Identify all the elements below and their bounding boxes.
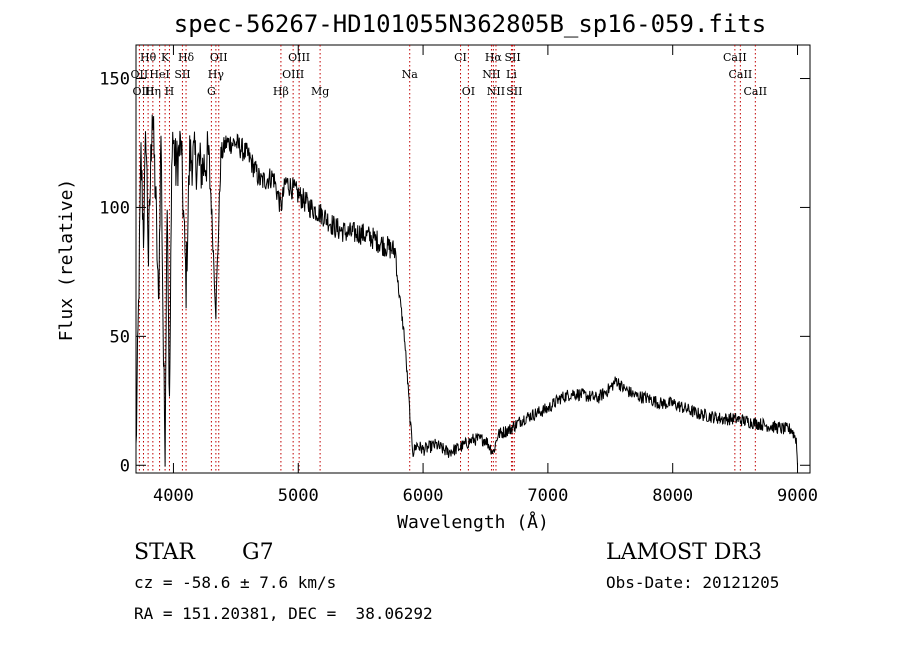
line-marker-label: OII [131,68,149,81]
observation-date: Obs-Date: 20121205 [606,573,779,592]
ra-dec: RA = 151.20381, DEC = 38.06292 [134,604,433,623]
line-marker-label: OIII [282,68,304,81]
x-tick-label: 5000 [278,486,319,506]
line-marker-label: H [165,85,175,98]
info-block: STAR G7 LAMOST DR3 cz = -58.6 ± 7.6 km/s… [134,540,779,623]
line-marker-label: CI [454,51,467,64]
line-marker-label: CaII [743,85,767,98]
line-marker-label: Hβ [273,85,289,98]
line-marker-label: Na [402,68,419,81]
chart-title: spec-56267-HD101055N362805B_sp16-059.fit… [174,10,766,38]
line-marker-label: Mg [311,85,329,98]
x-tick-label: 6000 [403,486,444,506]
y-tick-label: 100 [99,198,130,218]
object-class: STAR [134,540,196,565]
line-marker-label: SII [504,51,520,64]
line-marker-label: CaII [723,51,747,64]
line-marker-label: NII [487,85,505,98]
line-marker-label: Li [506,68,517,81]
spectrum-series [135,114,798,467]
line-marker-label: CaII [729,68,753,81]
survey-name: LAMOST DR3 [606,540,762,565]
line-marker-label: Hγ [208,68,225,81]
line-marker-label: K [161,51,170,64]
y-tick-label: 150 [99,70,130,90]
line-marker-label: Hδ [178,51,195,64]
line-marker-label: Hη [145,85,161,98]
x-tick-label: 4000 [153,486,194,506]
plot-frame [135,44,811,474]
x-tick-label: 8000 [652,486,693,506]
line-marker-label: NII [482,68,500,81]
line-marker-label: HeI [149,68,169,81]
y-tick-label: 50 [110,327,130,347]
x-tick-label: 7000 [527,486,568,506]
line-marker-label: Hθ [140,51,157,64]
line-marker-label: Hα [485,51,503,64]
y-tick-label: 0 [120,456,130,476]
y-axis-label: Flux (relative) [56,179,77,342]
redshift-velocity: cz = -58.6 ± 7.6 km/s [134,573,336,592]
object-subclass: G7 [242,540,274,565]
y-axis-ticks: 0 50 100 150 [99,70,810,476]
line-marker-label: OIII [288,51,310,64]
line-marker-label: OIII [132,85,154,98]
emission-line-markers [138,45,756,473]
x-axis-ticks: 4000 5000 6000 7000 8000 9000 [153,45,818,506]
line-marker-label: G [207,85,216,98]
line-marker-label: OII [210,51,228,64]
x-tick-label: 9000 [777,486,818,506]
line-marker-label: OI [462,85,475,98]
line-marker-label: SII [506,85,522,98]
line-marker-label: SII [174,68,190,81]
x-axis-label: Wavelength (Å) [397,511,549,533]
